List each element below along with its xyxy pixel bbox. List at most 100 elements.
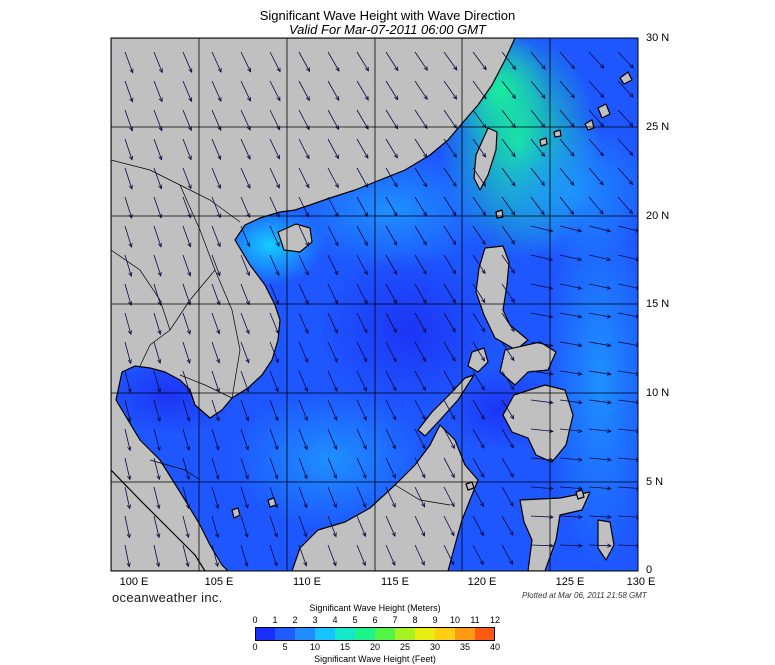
wave-arrow <box>240 225 250 247</box>
wave-arrow <box>211 370 220 393</box>
luzon-island <box>475 245 529 351</box>
colorbar-tick: 9 <box>432 615 438 625</box>
asia-mainland <box>111 38 516 571</box>
wave-arrow <box>269 51 281 72</box>
wave-arrow <box>153 544 160 567</box>
wave-arrow <box>124 341 132 364</box>
wave-arrow-head <box>452 240 457 246</box>
wave-arrow <box>501 167 516 187</box>
wave-arrow <box>530 312 553 318</box>
wave-arrow-head <box>481 182 487 187</box>
wave-arrow <box>153 167 162 189</box>
wave-arrow <box>269 283 279 305</box>
wave-arrow <box>443 196 457 216</box>
wave-arrow <box>530 109 546 128</box>
wave-arrow <box>356 486 367 508</box>
wave-arrow <box>530 486 553 489</box>
wave-arrow-head <box>606 400 612 405</box>
wave-arrow-head <box>364 154 369 159</box>
wave-arrow-head <box>128 301 133 306</box>
wave-arrow-head <box>217 184 221 190</box>
wave-arrow-head <box>511 94 517 100</box>
wave-arrow-head <box>334 212 339 218</box>
wave-arrow-head <box>127 388 132 394</box>
colorbar-tick: 2 <box>292 615 298 625</box>
wave-arrow-head <box>188 68 193 74</box>
wave-arrow-head <box>393 182 398 188</box>
wave-arrow <box>617 283 638 289</box>
wave-arrow-head <box>606 371 612 376</box>
colorbar-meters-ticks: 0 1 2 3 4 5 6 7 8 9 10 11 12 <box>0 615 775 627</box>
wave-arrow <box>472 225 486 245</box>
wave-arrow-head <box>364 183 369 189</box>
wave-arrow-head <box>245 445 249 451</box>
wave-arrow-head <box>216 213 221 219</box>
wave-arrow <box>559 544 583 547</box>
wave-arrow-head <box>217 126 222 132</box>
colorbar-tick: 10 <box>449 615 460 625</box>
wave-arrow-head <box>275 212 280 218</box>
wave-arrow <box>124 138 133 160</box>
wave-arrow-head <box>451 327 456 333</box>
wave-arrow <box>182 138 192 160</box>
wave-arrow-head <box>422 240 427 246</box>
wave-arrow-head <box>421 386 426 392</box>
wave-arrow-head <box>628 151 634 156</box>
colorbar-tick: 35 <box>459 642 470 652</box>
wave-arrow <box>356 544 366 566</box>
wave-arrow-head <box>391 503 396 508</box>
wave-arrow <box>385 80 399 100</box>
wave-arrow <box>124 254 132 277</box>
wave-arrow-head <box>607 514 612 520</box>
wave-arrow-head <box>305 212 310 218</box>
wave-arrow-head <box>599 151 605 157</box>
wave-arrow-head <box>156 475 161 481</box>
wave-arrow <box>124 544 130 567</box>
wave-arrow <box>327 80 340 101</box>
wave-arrow-head <box>332 532 337 538</box>
wave-arrow <box>385 109 398 129</box>
wave-arrow-head <box>452 182 457 188</box>
wave-arrow <box>153 254 162 277</box>
wave-arrow-head <box>157 388 162 394</box>
colorbar-tick: 11 <box>470 615 480 625</box>
wave-arrow-head <box>509 443 514 449</box>
wave-arrow-head <box>245 387 250 393</box>
wave-arrow <box>588 254 611 261</box>
wave-arrow-head <box>216 358 221 364</box>
wave-arrow <box>298 399 308 421</box>
lat-label-5n: 5 N <box>646 476 664 488</box>
wave-arrow <box>124 428 131 451</box>
colorbar-tick: 7 <box>392 615 398 625</box>
wave-arrow <box>182 515 189 538</box>
wave-arrow <box>443 399 456 420</box>
wave-arrow-head <box>333 416 338 422</box>
wave-arrow <box>588 399 611 404</box>
wave-arrow <box>385 428 396 449</box>
colorbar-segment <box>375 627 396 641</box>
wave-arrow <box>443 341 456 362</box>
wave-arrow <box>240 80 251 102</box>
wave-arrow-head <box>244 503 249 509</box>
wave-arrow <box>530 428 553 432</box>
wave-arrow-head <box>126 533 131 539</box>
wave-arrow <box>443 544 455 565</box>
wave-arrow-head <box>216 329 221 335</box>
wave-arrow <box>385 544 396 566</box>
wave-arrow-head <box>451 415 456 421</box>
wave-arrow <box>356 225 368 246</box>
colorbar-tick: 20 <box>369 642 380 652</box>
wave-arrow <box>472 80 487 99</box>
wave-arrow <box>472 399 485 420</box>
colorbar-tick: 30 <box>429 642 440 652</box>
wave-arrow <box>414 167 428 187</box>
wave-arrow <box>124 370 131 393</box>
wave-arrow-head <box>333 445 338 451</box>
wave-arrow <box>182 51 193 73</box>
wave-arrow-head <box>276 154 280 160</box>
wave-arrow <box>298 167 310 188</box>
wave-arrow-head <box>156 446 161 452</box>
wave-arrow <box>501 428 514 449</box>
wave-arrow-head <box>607 543 612 548</box>
wave-arrow-head <box>335 67 340 72</box>
